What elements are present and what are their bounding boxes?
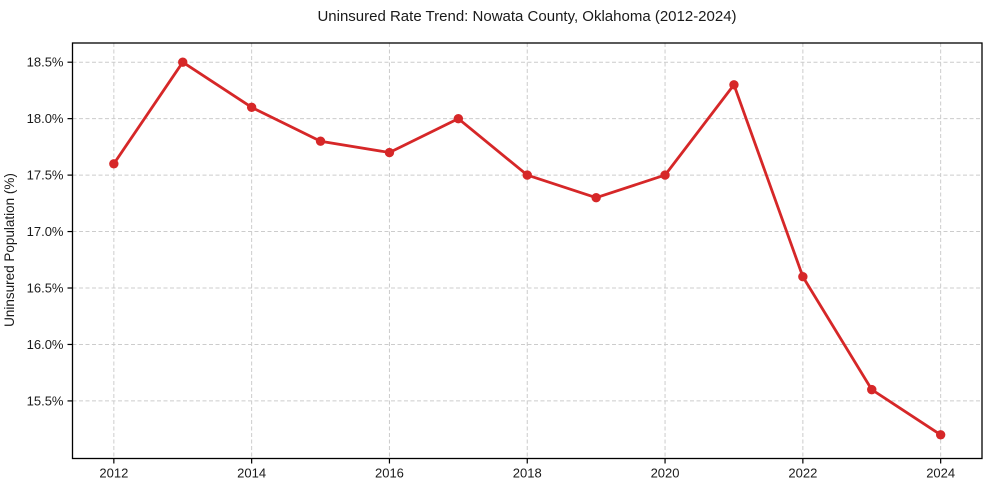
- x-tick-label: 2024: [926, 466, 955, 481]
- y-tick-label: 17.0%: [27, 224, 64, 239]
- x-tick-label: 2020: [651, 466, 680, 481]
- axis-ticks: [67, 61, 942, 464]
- x-tick-label: 2014: [237, 466, 266, 481]
- data-point-marker: [660, 170, 670, 180]
- data-point-marker: [729, 80, 739, 90]
- y-tick-labels: 15.5% 16.0% 16.5% 17.0% 17.5% 18.0% 18.5%: [27, 55, 64, 409]
- data-point-marker: [453, 113, 464, 124]
- y-tick-label: 17.5%: [27, 168, 64, 183]
- data-point-marker: [315, 136, 326, 146]
- x-tick-labels: 2012 2014 2016 2018 2020 2022 2024: [99, 466, 955, 481]
- grid-lines: [72, 43, 982, 459]
- x-tick-label: 2022: [788, 466, 817, 481]
- chart-title: Uninsured Rate Trend: Nowata County, Okl…: [317, 8, 736, 25]
- y-tick-label: 18.5%: [27, 55, 64, 70]
- data-point-marker: [591, 192, 601, 203]
- data-series: [109, 57, 946, 440]
- data-point-marker: [798, 272, 808, 282]
- x-tick-label: 2016: [375, 466, 404, 481]
- x-tick-label: 2012: [99, 466, 128, 481]
- plot-border: [71, 42, 983, 460]
- y-tick-label: 18.0%: [27, 111, 64, 126]
- data-point-marker: [178, 57, 188, 67]
- data-point-marker: [246, 102, 257, 113]
- y-tick-label: 16.0%: [27, 337, 64, 352]
- y-tick-label: 16.5%: [27, 281, 64, 296]
- y-tick-label: 15.5%: [27, 393, 64, 408]
- data-point-marker: [384, 147, 395, 158]
- x-tick-label: 2018: [513, 466, 542, 481]
- data-point-marker: [867, 384, 877, 395]
- data-point-marker: [522, 170, 532, 180]
- data-point-marker: [935, 430, 946, 440]
- data-point-marker: [109, 159, 119, 169]
- y-axis-label: Uninsured Population (%): [2, 173, 17, 327]
